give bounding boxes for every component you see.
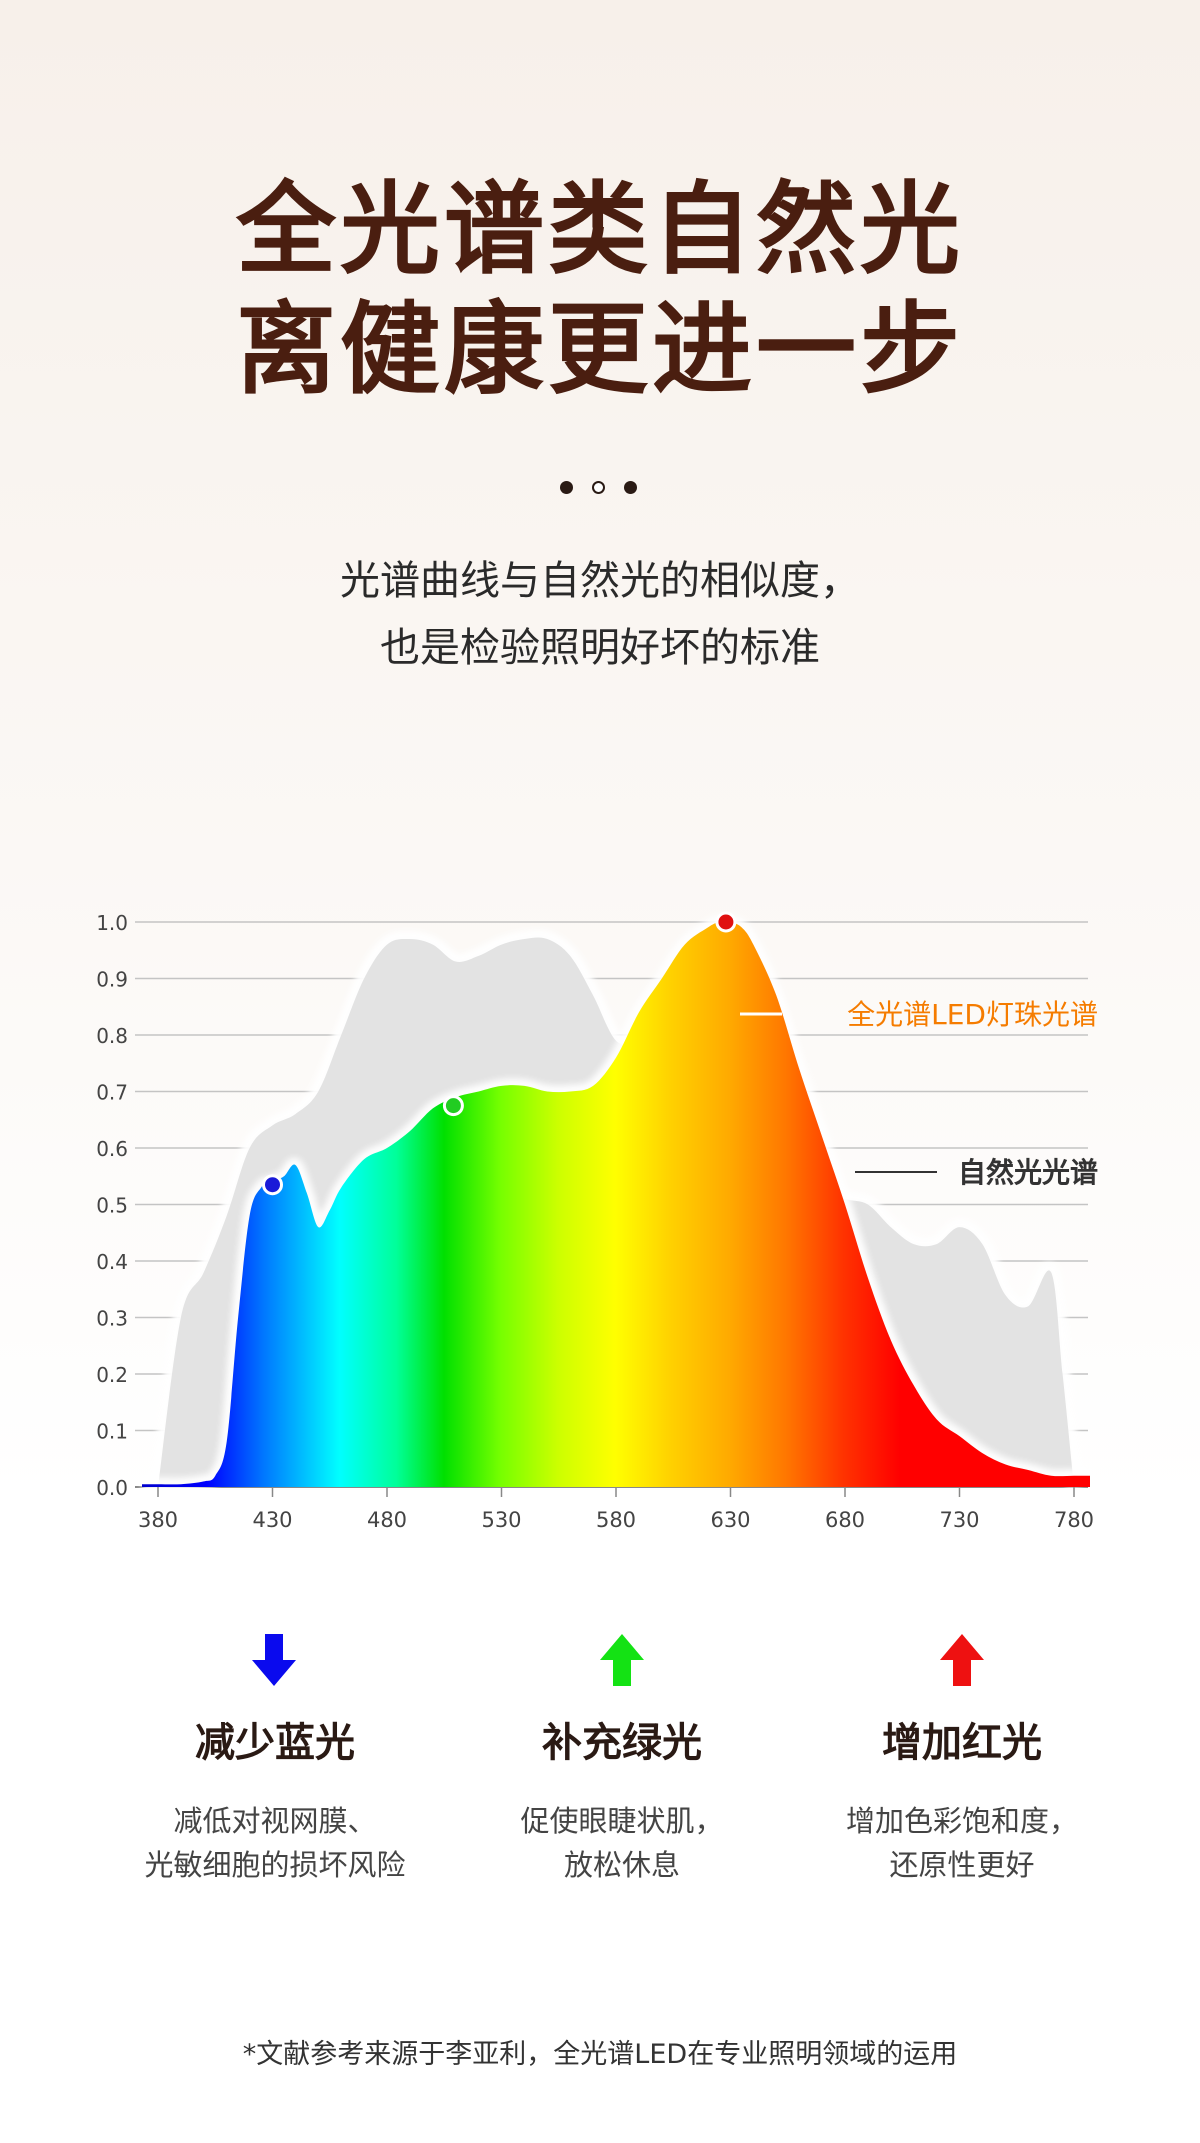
subtitle-line-1: 光谱曲线与自然光的相似度， [340, 558, 860, 604]
y-tick-label: 0.4 [96, 1250, 128, 1274]
feature-2-arrow-up-icon [600, 1634, 644, 1686]
feature-1-desc-line-2: 光敏细胞的损坏风险 [144, 1848, 406, 1882]
dot-filled [624, 481, 637, 494]
y-tick-label: 1.0 [96, 911, 128, 935]
y-tick-label: 0.7 [96, 1081, 128, 1105]
arrow-up-icon [940, 1634, 984, 1686]
dot-filled [560, 481, 573, 494]
x-tick-label: 630 [710, 1508, 750, 1532]
y-tick-label: 0.9 [96, 968, 128, 992]
axis-layer: 0.0 0.1 0.2 0.3 0.4 0.5 0.6 0.7 0.8 0.9 1.0 380 430 4… [96, 911, 1094, 1532]
y-tick-label: 0.2 [96, 1363, 128, 1387]
feature-1-desc-line-1: 减低对视网膜、 [173, 1804, 377, 1838]
x-tick-label: 730 [939, 1508, 979, 1532]
pagination-dots [560, 479, 640, 499]
feature-3-desc-line-2: 还原性更好 [889, 1848, 1035, 1882]
x-tick-label: 780 [1054, 1508, 1094, 1532]
feature-1-title: 减少蓝光 [195, 1720, 355, 1766]
x-tick-label: 680 [825, 1508, 865, 1532]
led-spectrum-area [142, 921, 1090, 1487]
subtitle-line-2: 也是检验照明好坏的标准 [380, 625, 820, 671]
dot-hollow [592, 481, 605, 494]
footnote: *文献参考来源于李亚利，全光谱LED在专业照明领域的运用 [242, 2039, 958, 2070]
peak-marker [715, 911, 737, 933]
spectrum-chart: 0.0 0.1 0.2 0.3 0.4 0.5 0.6 0.7 0.8 0.9 1.0 380 430 4… [96, 911, 1098, 1532]
y-tick-label: 0.3 [96, 1307, 128, 1331]
led-spectrum-layer [141, 914, 1090, 1492]
feature-2-title: 补充绿光 [542, 1720, 702, 1766]
feature-3-title: 增加红光 [882, 1720, 1042, 1766]
natural-label-text: 自然光光谱 [958, 1156, 1098, 1189]
x-tick-label: 580 [596, 1508, 636, 1532]
headline-line-1: 全光谱类自然光 [236, 171, 964, 288]
x-tick-label: 430 [252, 1508, 292, 1532]
arrow-up-icon [600, 1634, 644, 1686]
led-label-text: 全光谱LED灯珠光谱 [847, 998, 1098, 1031]
feature-2-desc-line-1: 促使眼睫状肌， [520, 1804, 724, 1838]
y-tick-label: 0.8 [96, 1024, 128, 1048]
y-tick-label: 0.6 [96, 1137, 128, 1161]
x-tick-label: 480 [367, 1508, 407, 1532]
marker-layer [262, 911, 737, 1196]
arrow-down-icon [252, 1634, 296, 1686]
series-label-led: 全光谱LED灯珠光谱 [740, 998, 1098, 1031]
x-tick-label: 530 [481, 1508, 521, 1532]
feature-2-desc-line-2: 放松休息 [563, 1848, 680, 1882]
peak-marker [262, 1174, 283, 1196]
y-tick-label: 0.1 [96, 1420, 128, 1444]
x-tick-label: 380 [138, 1508, 178, 1532]
y-tick-label: 0.0 [96, 1476, 128, 1500]
headline-line-2: 离健康更进一步 [236, 291, 964, 408]
feature-3-arrow-up-icon [940, 1634, 984, 1686]
feature-1-arrow-down-icon [252, 1634, 296, 1686]
y-tick-label: 0.5 [96, 1194, 128, 1218]
feature-3-desc-line-1: 增加色彩饱和度， [845, 1804, 1078, 1838]
series-label-natural: 自然光光谱 [855, 1156, 1098, 1189]
peak-marker [442, 1095, 464, 1117]
